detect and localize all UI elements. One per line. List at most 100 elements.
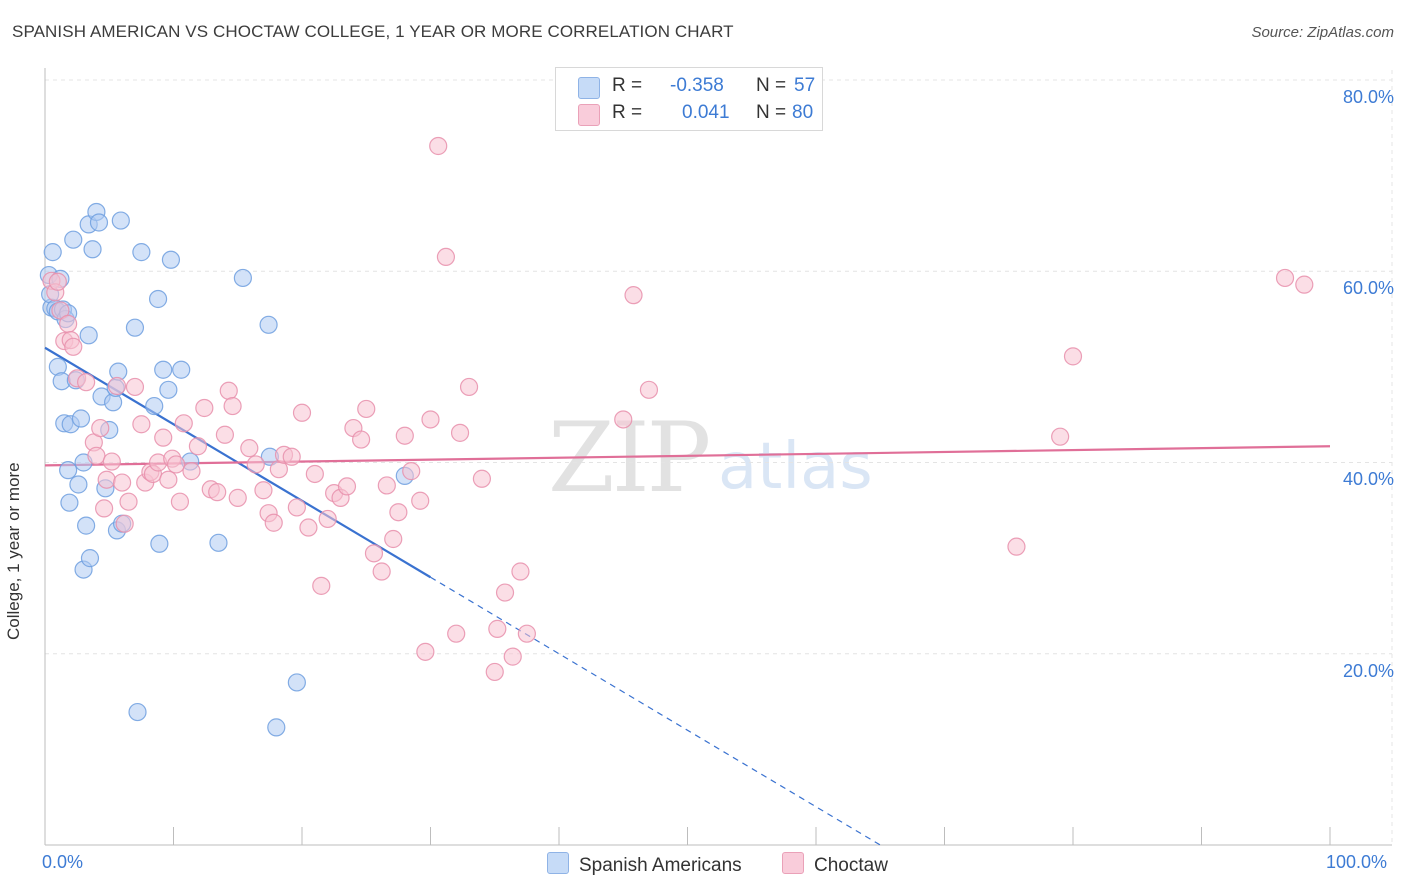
bottom-legend-swatch-pink	[782, 852, 804, 874]
point-choctaw	[384, 529, 403, 549]
trend-line-spanish-americans-extension	[430, 576, 881, 846]
point-spanish-americans	[80, 549, 100, 568]
point-choctaw	[219, 381, 238, 400]
x-tick-label-0: 0.0%	[42, 852, 84, 872]
point-choctaw	[170, 492, 190, 511]
point-spanish-americans	[209, 533, 228, 552]
point-choctaw	[125, 377, 145, 397]
point-choctaw	[337, 477, 357, 496]
point-spanish-americans	[159, 380, 178, 399]
point-choctaw	[318, 509, 337, 529]
point-choctaw	[299, 518, 318, 537]
point-spanish-americans	[43, 243, 62, 262]
legend-n-label: N =	[756, 102, 787, 123]
point-choctaw	[447, 624, 466, 643]
point-choctaw	[495, 583, 515, 602]
point-choctaw	[182, 462, 201, 481]
point-choctaw	[154, 428, 173, 447]
legend-n-label: N =	[756, 75, 787, 96]
point-choctaw	[174, 414, 193, 433]
point-choctaw	[287, 498, 306, 517]
y-tick-label-40: 40.0%	[1342, 469, 1394, 489]
point-spanish-americans	[128, 702, 147, 722]
source-label: Source: ZipAtlas.com	[1251, 24, 1394, 41]
point-choctaw	[102, 452, 121, 471]
point-choctaw	[115, 514, 134, 533]
point-choctaw	[228, 488, 247, 507]
point-choctaw	[166, 455, 186, 474]
point-spanish-americans	[125, 318, 145, 337]
data-points	[39, 136, 1314, 737]
point-spanish-americans	[89, 213, 109, 232]
point-choctaw	[459, 377, 479, 397]
point-choctaw	[421, 410, 440, 429]
point-spanish-americans	[77, 516, 96, 535]
point-choctaw	[450, 423, 470, 442]
legend: R = -0.358 N = 57 R = 0.041 N = 80	[555, 67, 823, 131]
legend-n-value: 80	[792, 102, 814, 123]
point-choctaw	[436, 247, 456, 267]
point-choctaw	[1275, 268, 1295, 288]
point-choctaw	[305, 464, 324, 484]
point-choctaw	[624, 286, 643, 305]
bottom-legend-choctaw: Choctaw	[782, 852, 888, 877]
point-choctaw	[472, 469, 491, 488]
point-choctaw	[91, 418, 110, 438]
point-spanish-americans	[287, 673, 306, 692]
point-choctaw	[352, 430, 371, 449]
point-choctaw	[51, 301, 70, 320]
legend-n-value: 57	[794, 75, 816, 96]
point-choctaw	[87, 446, 106, 465]
legend-r-label: R =	[612, 75, 643, 96]
point-choctaw	[254, 481, 273, 500]
point-spanish-americans	[259, 315, 278, 334]
point-choctaw	[159, 470, 178, 489]
point-spanish-americans	[64, 230, 83, 249]
point-spanish-americans	[145, 396, 164, 416]
bottom-legend-label: Choctaw	[814, 855, 888, 876]
point-choctaw	[215, 425, 234, 444]
legend-r-label: R =	[612, 102, 643, 123]
point-spanish-americans	[79, 326, 98, 345]
point-choctaw	[402, 462, 421, 481]
point-choctaw	[77, 373, 96, 392]
point-choctaw	[312, 576, 331, 595]
point-choctaw	[223, 396, 242, 416]
point-choctaw	[488, 619, 507, 638]
point-choctaw	[377, 476, 396, 495]
point-choctaw	[485, 662, 504, 682]
legend-r-value: 0.041	[682, 102, 730, 123]
point-choctaw	[429, 136, 448, 156]
legend-r-value: -0.358	[670, 75, 724, 96]
y-tick-label-60: 60.0%	[1342, 278, 1394, 298]
point-choctaw	[416, 642, 435, 661]
point-spanish-americans	[148, 289, 168, 309]
axes	[44, 68, 1392, 846]
legend-swatch-blue	[578, 77, 600, 99]
point-choctaw	[64, 337, 83, 356]
point-choctaw	[389, 503, 408, 522]
point-spanish-americans	[172, 360, 191, 379]
point-choctaw	[1063, 347, 1083, 366]
point-choctaw	[614, 410, 633, 429]
point-choctaw	[372, 562, 391, 581]
point-spanish-americans	[69, 475, 88, 494]
gridlines	[45, 70, 1393, 845]
point-spanish-americans	[267, 718, 286, 737]
point-choctaw	[395, 426, 414, 445]
y-tick-label-80: 80.0%	[1342, 87, 1394, 107]
point-choctaw	[639, 380, 659, 399]
point-choctaw	[1051, 427, 1070, 446]
point-choctaw	[357, 399, 376, 419]
watermark-atlas: atlas	[718, 430, 873, 504]
point-spanish-americans	[154, 360, 173, 379]
point-spanish-americans	[71, 409, 91, 428]
point-choctaw	[246, 455, 265, 474]
point-choctaw	[59, 314, 78, 333]
point-choctaw	[292, 403, 312, 422]
y-axis-label: College, 1 year or more	[4, 462, 23, 640]
point-choctaw	[112, 473, 132, 492]
point-spanish-americans	[111, 211, 130, 230]
point-choctaw	[264, 513, 283, 532]
